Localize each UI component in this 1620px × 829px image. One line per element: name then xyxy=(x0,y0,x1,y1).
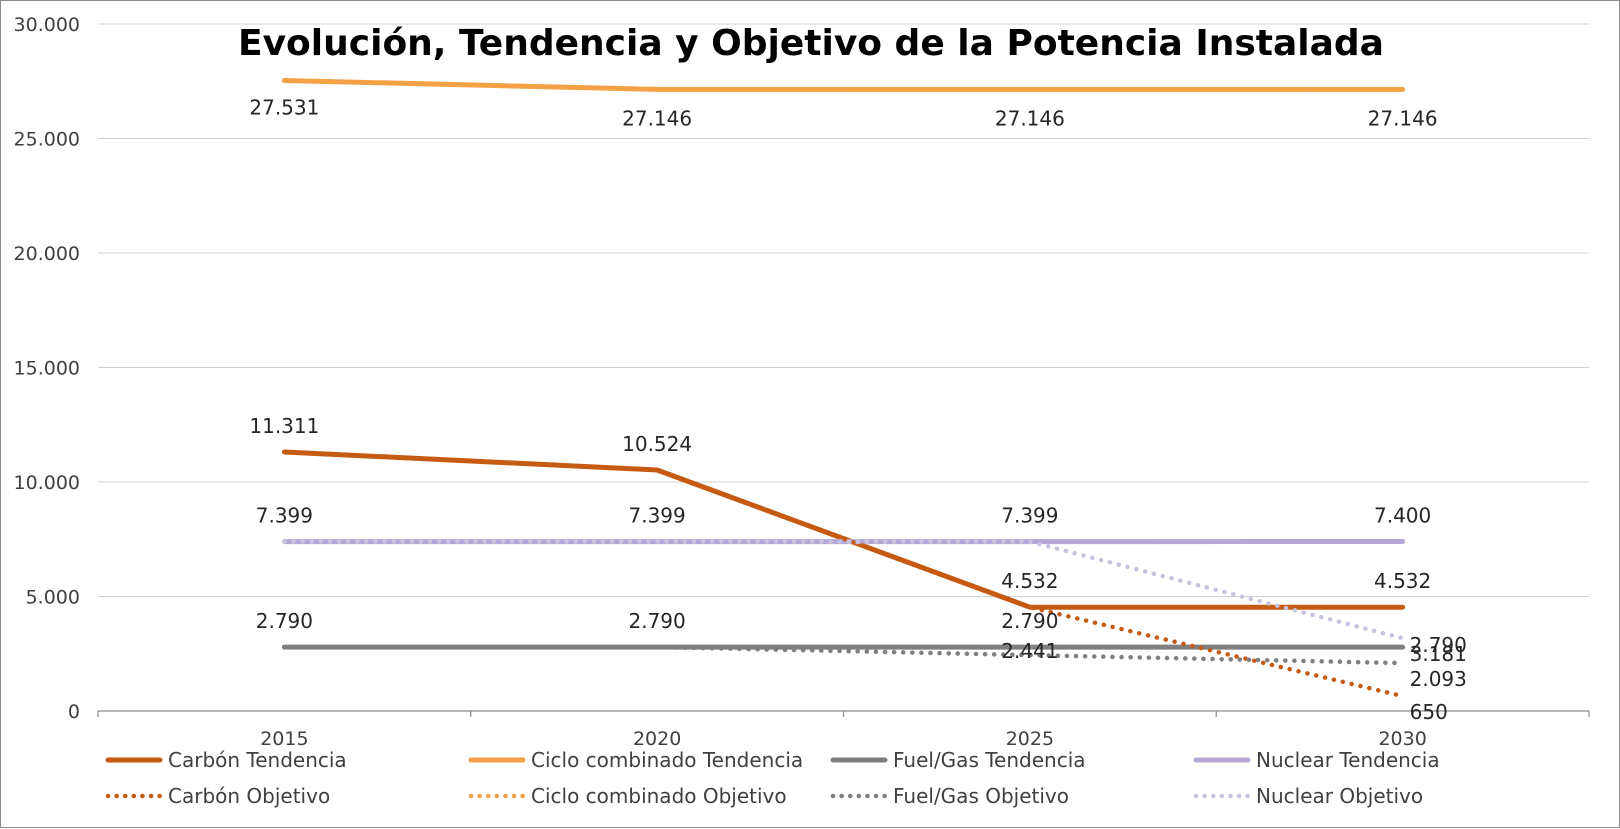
legend-label: Carbón Tendencia xyxy=(168,748,347,772)
data-label: 650 xyxy=(1410,700,1448,724)
data-label: 7.399 xyxy=(1001,504,1058,528)
y-tick-label: 20.000 xyxy=(14,243,80,265)
data-label: 11.311 xyxy=(249,414,319,438)
data-label: 27.146 xyxy=(622,106,692,130)
data-label: 2.441 xyxy=(1001,639,1058,663)
data-label: 4.532 xyxy=(1001,569,1058,593)
legend-label: Nuclear Tendencia xyxy=(1256,748,1440,772)
x-tick-label: 2020 xyxy=(633,728,681,750)
y-tick-label: 30.000 xyxy=(14,14,80,36)
legend-label: Fuel/Gas Tendencia xyxy=(893,748,1086,772)
legend-label: Ciclo combinado Objetivo xyxy=(531,784,787,808)
legend-label: Fuel/Gas Objetivo xyxy=(893,784,1069,808)
series-line-nuclear-objetivo xyxy=(284,542,1402,639)
data-label: 7.400 xyxy=(1374,504,1431,528)
data-label: 7.399 xyxy=(256,504,313,528)
x-tick-label: 2025 xyxy=(1006,728,1054,750)
data-label: 7.399 xyxy=(628,504,685,528)
x-tick-label: 2015 xyxy=(260,728,308,750)
series-lines xyxy=(284,81,1402,697)
x-tick-label: 2030 xyxy=(1378,728,1426,750)
data-label: 4.532 xyxy=(1374,569,1431,593)
data-label: 3.181 xyxy=(1410,642,1467,666)
legend: Carbón Tendencia Ciclo combinado Tendenci… xyxy=(108,748,1440,808)
y-tick-label: 25.000 xyxy=(14,129,80,151)
y-tick-label: 5.000 xyxy=(26,587,80,609)
series-line-carbon-tendencia xyxy=(284,452,1402,607)
legend-label: Nuclear Objetivo xyxy=(1256,784,1423,808)
data-label: 27.146 xyxy=(995,106,1065,130)
data-label: 2.790 xyxy=(256,609,313,633)
data-label: 2.790 xyxy=(628,609,685,633)
legend-label: Carbón Objetivo xyxy=(168,784,330,808)
data-labels: 11.311 10.524 4.532 4.532 27.531 27.146 27.146… xyxy=(249,96,1467,725)
legend-label: Ciclo combinado Tendencia xyxy=(531,748,803,772)
data-label: 2.790 xyxy=(1001,609,1058,633)
y-tick-label: 15.000 xyxy=(14,358,80,380)
series-line-ciclo-combinado-tendencia xyxy=(284,81,1402,90)
chart-title: Evolución, Tendencia y Objetivo de la Po… xyxy=(238,23,1384,64)
data-label: 10.524 xyxy=(622,432,692,456)
data-label: 27.146 xyxy=(1368,106,1438,130)
y-tick-label: 0 xyxy=(68,701,80,723)
axes: 0 5.000 10.000 15.000 20.000 25.000 30.000 2015… xyxy=(14,14,1589,750)
gridlines xyxy=(98,24,1589,597)
y-tick-label: 10.000 xyxy=(14,472,80,494)
data-label: 2.093 xyxy=(1410,667,1467,691)
data-label: 27.531 xyxy=(249,96,319,120)
series-line-carbon-objetivo xyxy=(284,452,1402,696)
